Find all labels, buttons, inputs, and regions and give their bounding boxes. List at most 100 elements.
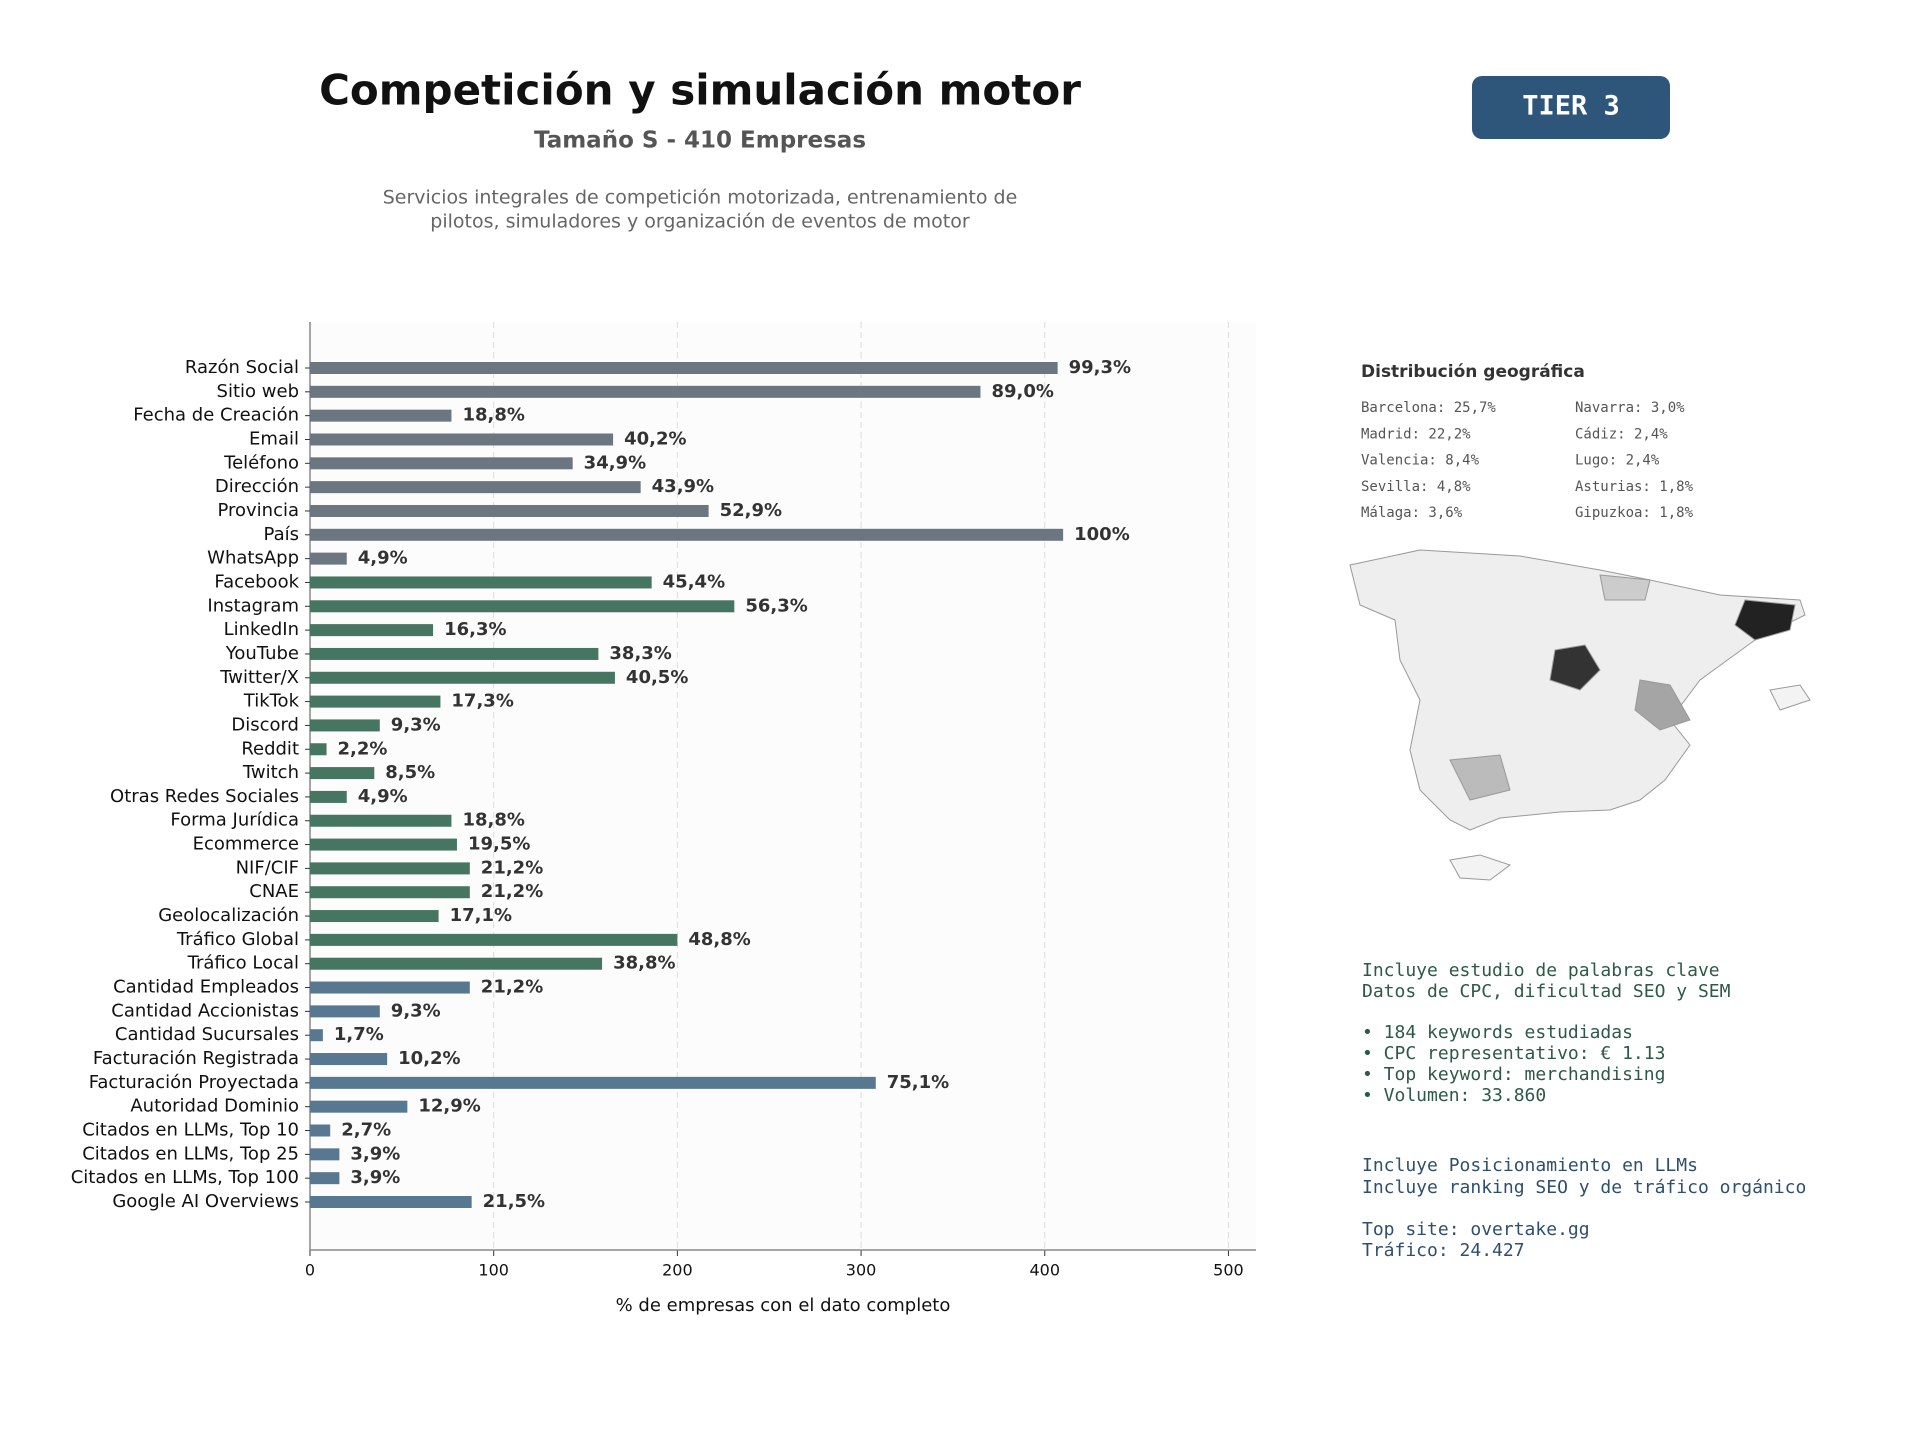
value-label: 100%	[1074, 524, 1130, 545]
bar	[310, 1124, 331, 1137]
value-label: 21,2%	[481, 977, 543, 998]
description: pilotos, simuladores y organización de e…	[430, 211, 970, 233]
bar	[310, 576, 652, 589]
bar	[310, 600, 735, 613]
value-label: 9,3%	[391, 1000, 441, 1021]
y-tick-label: NIF/CIF	[236, 857, 299, 878]
value-label: 16,3%	[444, 619, 506, 640]
y-tick-label: Reddit	[241, 738, 299, 759]
y-tick-label: YouTube	[225, 643, 299, 664]
value-label: 45,4%	[663, 571, 725, 592]
value-label: 89,0%	[991, 381, 1053, 402]
bar	[310, 719, 380, 732]
y-tick-label: Dirección	[215, 476, 299, 497]
geo-item: Navarra: 3,0%	[1575, 400, 1685, 416]
x-tick-label: 100	[478, 1261, 509, 1280]
y-tick-label: Cantidad Empleados	[113, 977, 299, 998]
subtitle: Tamaño S - 410 Empresas	[534, 128, 866, 154]
y-tick-label: Email	[249, 428, 299, 449]
value-label: 17,3%	[451, 691, 513, 712]
llm-info: Incluye ranking SEO y de tráfico orgánic…	[1362, 1177, 1806, 1198]
barcelona	[1734, 599, 1796, 641]
y-tick-label: CNAE	[249, 881, 299, 902]
bar	[310, 1100, 408, 1113]
y-tick-label: TikTok	[243, 691, 300, 712]
navarra	[1599, 574, 1651, 601]
value-label: 21,5%	[483, 1191, 545, 1212]
value-label: 4,9%	[358, 548, 408, 569]
value-label: 3,9%	[350, 1167, 400, 1188]
y-tick-label: Fecha de Creación	[133, 405, 299, 426]
y-tick-label: Provincia	[217, 500, 299, 521]
valencia	[1634, 679, 1691, 731]
y-tick-label: Geolocalización	[158, 905, 299, 926]
x-tick-label: 400	[1029, 1261, 1060, 1280]
y-tick-label: País	[264, 524, 299, 545]
y-tick-label: WhatsApp	[207, 548, 299, 569]
x-tick-label: 0	[305, 1261, 315, 1280]
bar	[310, 933, 678, 946]
keyword-info: Incluye estudio de palabras clave	[1362, 960, 1720, 981]
y-tick-label: Facebook	[214, 571, 299, 592]
value-label: 8,5%	[385, 762, 435, 783]
bar	[310, 1076, 876, 1089]
value-label: 40,2%	[624, 428, 686, 449]
value-label: 1,7%	[334, 1024, 384, 1045]
baleares	[1769, 684, 1811, 711]
keyword-info: • 184 keywords estudiadas	[1362, 1022, 1633, 1043]
y-tick-label: Razón Social	[185, 357, 299, 378]
geo-item: Barcelona: 25,7%	[1361, 400, 1496, 416]
bar	[310, 767, 375, 780]
value-label: 40,5%	[626, 667, 688, 688]
value-label: 10,2%	[398, 1048, 460, 1069]
bar	[310, 1029, 323, 1042]
value-label: 52,9%	[720, 500, 782, 521]
bar	[310, 981, 470, 994]
y-tick-label: LinkedIn	[224, 619, 299, 640]
bar	[310, 647, 599, 660]
value-label: 12,9%	[418, 1096, 480, 1117]
x-tick-label: 300	[846, 1261, 877, 1280]
keyword-info: • Top keyword: merchandising	[1362, 1064, 1665, 1085]
geo-item: Asturias: 1,8%	[1575, 479, 1694, 495]
badge-text: TIER 3	[1522, 91, 1620, 122]
value-label: 18,8%	[462, 810, 524, 831]
y-tick-label: Forma Jurídica	[170, 810, 299, 831]
bar	[310, 1053, 388, 1066]
map	[1349, 549, 1811, 881]
value-label: 2,2%	[338, 738, 388, 759]
geo-item: Sevilla: 4,8%	[1361, 479, 1471, 495]
geo-title: Distribución geográfica	[1361, 362, 1585, 382]
bar	[310, 457, 573, 470]
geo-item: Madrid: 22,2%	[1361, 426, 1471, 442]
y-tick-label: Sitio web	[217, 381, 299, 402]
value-label: 43,9%	[652, 476, 714, 497]
value-label: 4,9%	[358, 786, 408, 807]
bar	[310, 552, 347, 565]
x-tick-label: 500	[1213, 1261, 1244, 1280]
bar	[310, 1172, 340, 1185]
bar	[310, 1148, 340, 1161]
y-tick-label: Citados en LLMs, Top 10	[82, 1120, 299, 1141]
geo-item: Cádiz: 2,4%	[1575, 426, 1668, 442]
bar	[310, 671, 615, 684]
y-tick-label: Cantidad Accionistas	[111, 1000, 299, 1021]
y-tick-label: Tráfico Global	[176, 929, 299, 950]
bar	[310, 481, 641, 494]
bar	[310, 433, 614, 446]
keyword-info: Datos de CPC, dificultad SEO y SEM	[1362, 981, 1731, 1002]
geo-item: Lugo: 2,4%	[1575, 453, 1660, 469]
y-tick-label: Discord	[231, 714, 299, 735]
y-tick-label: Google AI Overviews	[112, 1191, 299, 1212]
value-label: 21,2%	[481, 857, 543, 878]
value-label: 99,3%	[1069, 357, 1131, 378]
keyword-info: • Volumen: 33.860	[1362, 1085, 1546, 1106]
keyword-info: • CPC representativo: € 1.13	[1362, 1043, 1665, 1064]
canarias	[1449, 854, 1512, 881]
sevilla	[1449, 754, 1511, 801]
value-label: 75,1%	[887, 1072, 949, 1093]
bar	[310, 695, 441, 708]
plot-area	[310, 322, 1256, 1250]
